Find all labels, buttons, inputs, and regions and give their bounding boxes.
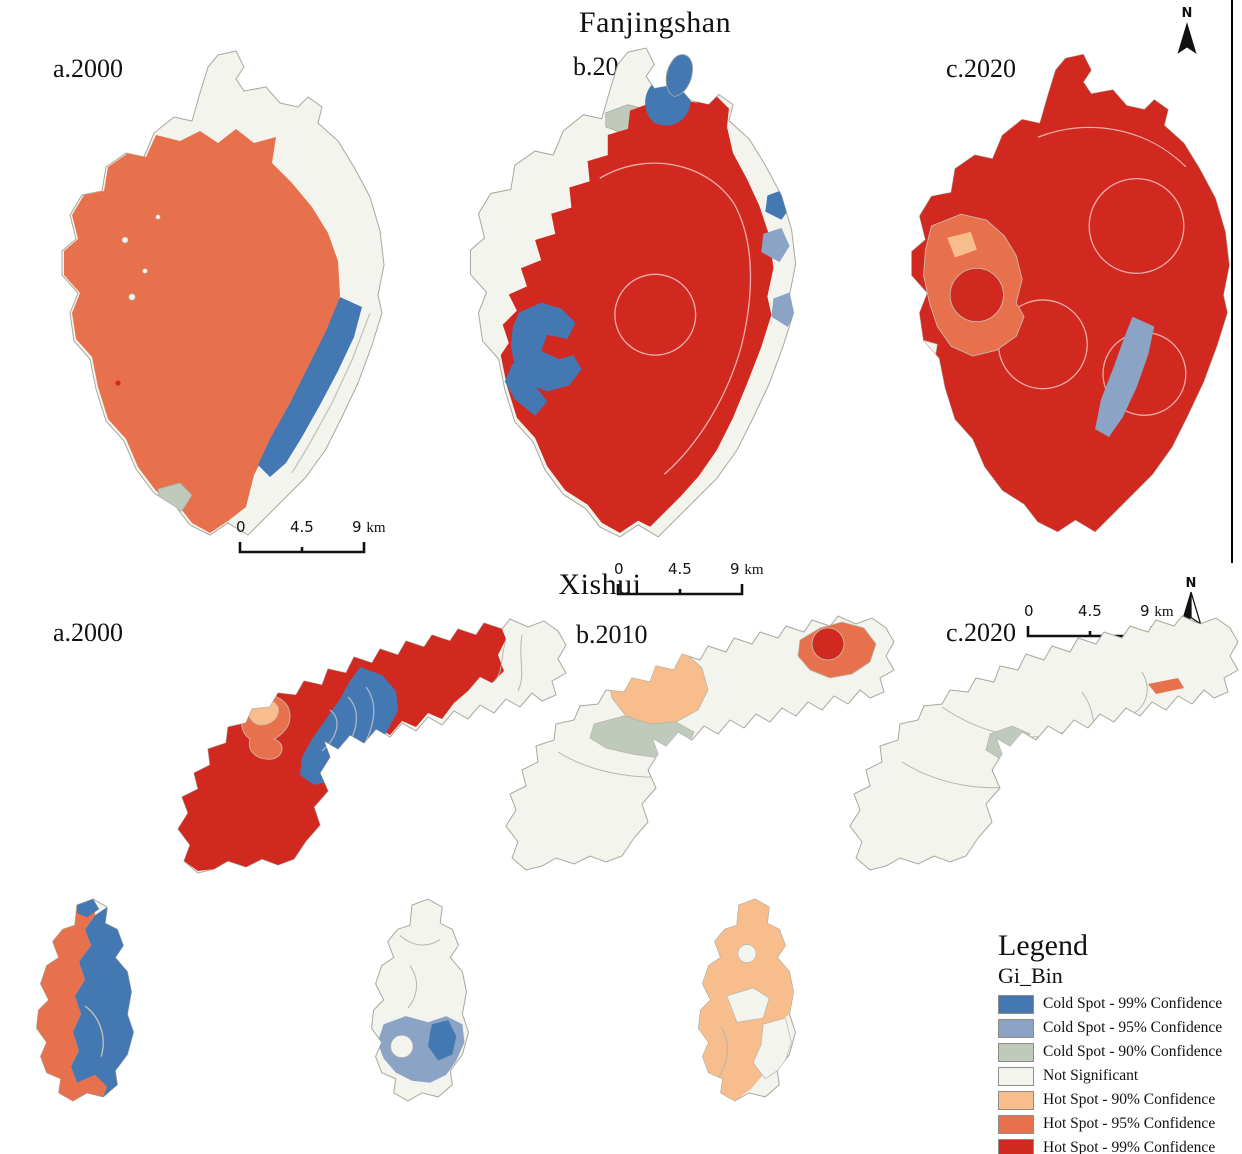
legend: Legend Gi_Bin Cold Spot - 99% Confidence… — [998, 930, 1242, 1154]
legend-title: Legend — [998, 929, 1088, 962]
scalebar-fanjingshan-2010: 0 4.5 9 km — [614, 560, 781, 602]
fanjingshan-panel-border — [1231, 0, 1233, 563]
legend-item-notsig: Not Significant — [998, 1064, 1242, 1088]
legend-item-cold99: Cold Spot - 99% Confidence — [998, 992, 1242, 1016]
scalebar-zero: 0 — [1024, 602, 1034, 620]
legend-item-hot95: Hot Spot - 95% Confidence — [998, 1112, 1242, 1136]
scalebar-bracket — [238, 542, 366, 554]
legend-item-hot90: Hot Spot - 90% Confidence — [998, 1088, 1242, 1112]
scalebar-zero: 0 — [236, 518, 246, 536]
cold95-swatch — [998, 1018, 1034, 1038]
north-arrow-icon — [1177, 22, 1197, 54]
hot90-swatch — [998, 1090, 1034, 1110]
legend-item-hot99: Hot Spot - 99% Confidence — [998, 1136, 1242, 1154]
scalebar-mid: 4.5 — [668, 560, 692, 578]
hot99-swatch — [998, 1138, 1034, 1154]
notsig-swatch — [998, 1066, 1034, 1086]
scalebar-fanjingshan-2000: 0 4.5 9 km — [236, 518, 403, 560]
north-arrow-label: N — [1181, 6, 1193, 21]
cold90-swatch — [998, 1042, 1034, 1062]
xishui-2010-label: b.2010 — [576, 620, 648, 649]
scalebar-mid: 4.5 — [1078, 602, 1102, 620]
north-arrow: N — [1172, 6, 1202, 60]
fanjingshan-2000-label: a.2000 — [53, 54, 124, 83]
scalebar-mid: 4.5 — [290, 518, 314, 536]
map-xishui-2010 — [505, 615, 895, 871]
scalebar-end: 9 km — [730, 560, 764, 578]
fanjingshan-2020-label: c.2020 — [946, 54, 1017, 83]
xishui-2000-label: a.2000 — [53, 618, 124, 647]
map-fanjingshan-2010 — [469, 47, 797, 538]
hot95-swatch — [998, 1114, 1034, 1134]
scalebar-bracket — [616, 584, 744, 596]
legend-item-cold90: Cold Spot - 90% Confidence — [998, 1040, 1242, 1064]
map-fanjingshan-2020 — [911, 53, 1230, 533]
map-small-2000 — [36, 898, 134, 1102]
cold99-swatch — [998, 994, 1034, 1014]
scalebar-end: 9 km — [1140, 602, 1174, 620]
legend-field-name: Gi_Bin — [998, 963, 1063, 988]
map-xishui-2000 — [177, 618, 567, 874]
fanjingshan-title: Fanjingshan — [578, 6, 732, 39]
map-small-2010 — [371, 898, 469, 1102]
map-small-2020 — [698, 898, 796, 1102]
xishui-2020-label: c.2020 — [946, 618, 1017, 647]
map-xishui-2020 — [849, 615, 1239, 871]
map-fanjingshan-2000 — [61, 50, 385, 536]
north-arrow-label: N — [1185, 576, 1197, 591]
xishui-title: Xishui — [558, 568, 642, 601]
legend-item-cold95: Cold Spot - 95% Confidence — [998, 1016, 1242, 1040]
scalebar-end: 9 km — [352, 518, 386, 536]
scalebar-zero: 0 — [614, 560, 624, 578]
